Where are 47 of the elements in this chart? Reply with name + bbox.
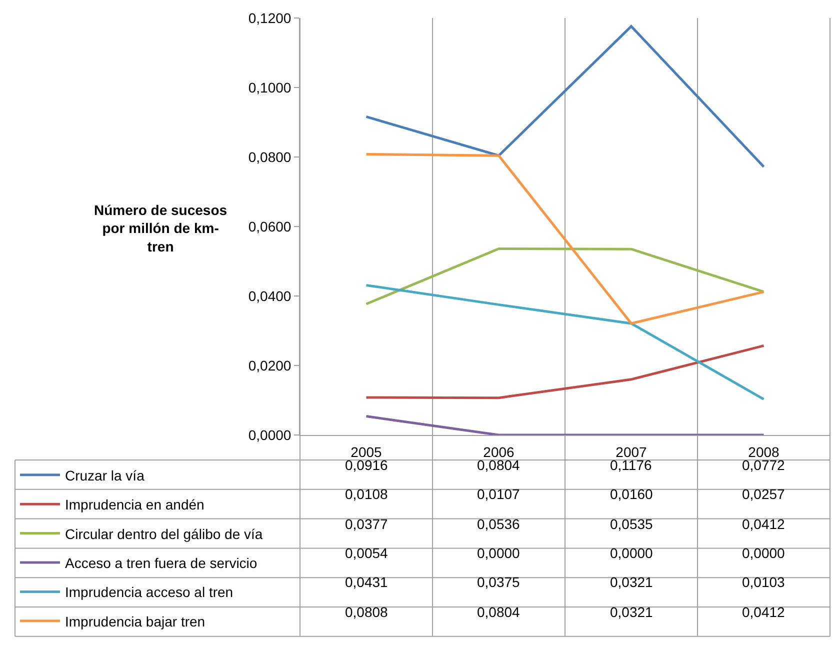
data-label: 0,0431 (345, 574, 388, 590)
data-label: 0,0000 (742, 545, 786, 561)
y-tick-label: 0,0200 (248, 357, 292, 374)
data-label: 0,0108 (345, 486, 388, 502)
line-series (365, 25, 765, 168)
data-label: 0,0804 (477, 457, 520, 473)
data-label: 0,0257 (742, 486, 786, 502)
x-tick-label: 2007 (616, 444, 648, 460)
data-label: 0,0321 (610, 604, 654, 620)
x-tick-label: 2005 (350, 444, 382, 460)
data-label: 0,1176 (610, 457, 652, 473)
y-axis-title: Número de sucesos por millón de km-tren (94, 202, 228, 254)
data-label: 0,0412 (742, 516, 786, 532)
legend-label: Imprudencia en andén (65, 496, 204, 513)
data-label: 0,0412 (742, 604, 786, 620)
data-label: 0,0000 (477, 545, 520, 561)
data-label: 0,0808 (345, 604, 388, 620)
legend-label: Cruzar la vía (65, 467, 145, 484)
data-label: 0,0536 (477, 516, 520, 532)
line-series (365, 247, 765, 306)
data-label: 0,0916 (345, 457, 388, 473)
data-label: 0,0772 (742, 457, 786, 473)
line-series (365, 152, 765, 325)
data-label: 0,0107 (477, 486, 520, 502)
y-tick-label: 0,0400 (248, 288, 292, 304)
data-label: 0,0375 (477, 574, 520, 590)
y-tick-label: 0,0600 (248, 218, 292, 234)
x-tick-label: 2008 (748, 444, 780, 460)
legend-label: Imprudencia acceso al tren (65, 584, 234, 600)
data-label: 0,0804 (477, 604, 520, 620)
data-label: 0,0103 (742, 574, 786, 590)
data-label: 0,0321 (610, 574, 654, 590)
data-label: 0,0535 (610, 516, 654, 532)
y-tick-label: 0,1200 (248, 10, 292, 26)
y-tick-label: 0,0000 (248, 426, 292, 443)
line-series (365, 344, 765, 400)
legend-label: Acceso a tren fuera de servicio (65, 554, 258, 571)
data-label: 0,0377 (345, 516, 388, 532)
data-label: 0,0000 (610, 545, 654, 561)
data-label: 0,0160 (610, 486, 654, 502)
y-tick-label: 0,0800 (248, 148, 292, 165)
legend-label: Imprudencia bajar tren (65, 613, 206, 630)
legend-label: Circular dentro del gálibo de vía (65, 526, 263, 542)
line-series (365, 284, 765, 400)
data-label: 0,0054 (345, 545, 388, 561)
x-tick-label: 2006 (483, 444, 515, 460)
y-tick-label: 0,1000 (248, 79, 292, 96)
